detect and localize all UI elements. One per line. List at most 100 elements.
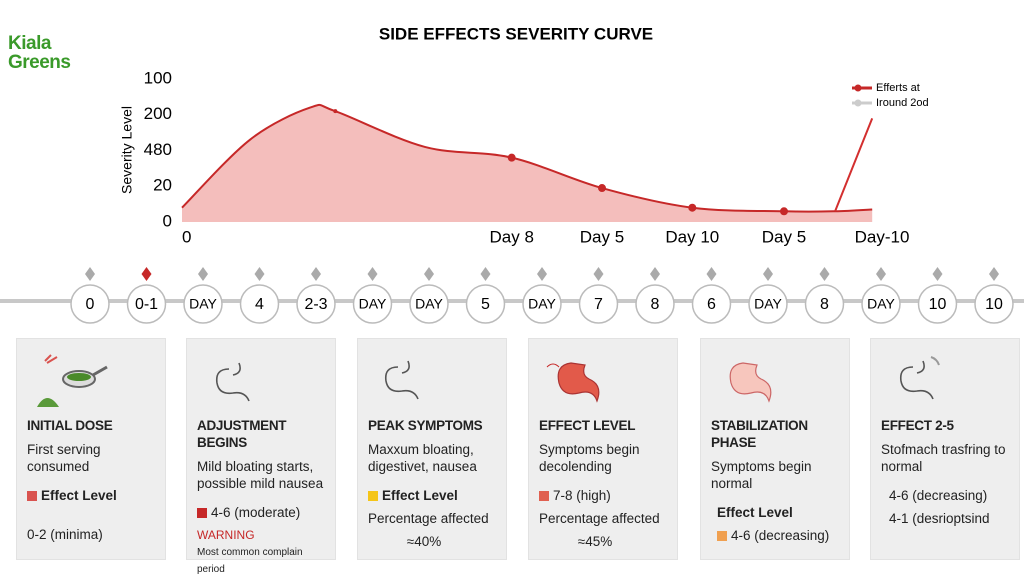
icon [546,362,600,403]
card-title: PEAK SYMPTOMS [368,418,483,433]
point [780,207,788,216]
card-line-text: Effect Level [382,488,458,503]
diamond [876,267,886,281]
point [598,184,606,193]
card-line-text: 4-6 (moderate) [211,505,301,520]
point [333,109,338,114]
timeline-node [748,284,788,324]
timeline-label: 0-1 [135,296,158,313]
point [688,203,697,212]
timeline-label: 10 [929,296,947,313]
x-tick-label: Day 8 [489,227,533,246]
timeline-node [296,284,336,324]
card-line: Effect Level [717,505,793,520]
timeline-node [183,284,223,324]
diamond [989,267,999,281]
y-tick-label: 100 [144,68,172,87]
timeline-label: 0 [86,296,95,313]
diamond [706,267,717,281]
timeline-node [70,284,110,324]
card-line-text: Effect Level [41,488,117,503]
card: PEAK SYMPTOMS Maxxum bloating, digestive… [357,338,507,560]
timeline-node [409,284,449,324]
diamond [593,267,604,281]
card-line: 0-2 (minima) [27,527,103,542]
diamond [480,267,491,281]
timeline-node [126,284,167,324]
x-tick-label: 0 [182,227,191,246]
card-line: Effect Level [368,487,500,504]
legend-label: Efferts at [876,82,920,94]
diamond [763,267,773,281]
card: INITIAL DOSE First serving consumed Effe… [16,338,166,560]
icon [37,354,108,407]
diamond [537,267,547,281]
brand-line: Kiala [8,33,51,54]
x-tick-label: Day 5 [580,227,624,246]
x-tick-label: Day-10 [855,227,910,246]
timeline-node [974,284,1014,324]
timeline-node [465,284,506,324]
card-text: Maxxum bloating, digestivet, nausea [368,442,477,474]
card-line: Percentage affected [539,511,660,526]
timeline-label: DAY [754,296,782,312]
legend-dot [854,99,862,107]
icon [384,360,419,400]
card-line: Most common complain period [197,547,303,575]
timeline-node [804,284,845,324]
timeline-node [861,284,901,324]
timeline-label: DAY [415,296,443,312]
legend-dot [854,84,862,92]
timeline-label: 2-3 [304,296,327,313]
legend-label: Iround 2od [876,97,929,109]
card: STABILIZATION PHASE Symptoms begin norma… [700,338,850,560]
card-line: 7-8 (high) [539,487,671,504]
chart: SIDE EFFECTS SEVERITY CURVE Severity Lev… [0,24,1024,324]
x-tick-label: Day 5 [762,227,806,246]
timeline-label: 8 [651,296,660,313]
timeline-label: 8 [820,296,829,313]
timeline-label: 6 [707,296,716,313]
timeline-label: DAY [867,296,895,312]
timeline-label: DAY [528,296,556,312]
card-line: ≈45% [577,534,613,549]
card-line: WARNING [197,528,255,542]
diamond [141,267,152,281]
timeline-label: 5 [481,296,490,313]
card-line: Effect Level [27,487,159,504]
swatch [717,531,727,541]
line [834,117,874,212]
timeline-label: DAY [359,296,387,312]
swatch [197,508,207,518]
card-text: First serving consumed [27,442,101,474]
card: ADJUSTMENT BEGINS Mild bloating starts, … [186,338,336,575]
card-text: Stofmach trasfring to normal [881,442,1006,474]
card-title: EFFECT LEVEL [539,418,636,433]
diamond [85,267,95,281]
swatch [27,491,37,501]
timeline-node [635,284,675,324]
timeline-node [578,284,619,324]
card-line-text: 4-6 (decreasing) [731,528,830,543]
x-tick-label: Day 10 [665,227,719,246]
icon [899,356,940,400]
point [507,153,516,162]
timeline-node [917,284,958,324]
card-line: Percentage affected [368,511,489,526]
icon [215,362,250,402]
card-line: 4-6 (decreasing) [889,488,988,503]
diamond [650,267,660,281]
card-title: INITIAL DOSE [27,418,113,433]
card-line-text: 7-8 (high) [553,488,611,503]
diamond [311,267,321,281]
timeline-node [352,284,393,324]
diamond [424,267,434,281]
card: EFFECT LEVEL Symptoms begin decolending … [528,338,678,560]
y-tick-label: 20 [153,176,172,195]
card-line: 4-6 (moderate) [197,504,329,521]
brand: Kiala Greens [8,33,71,72]
card-title: ADJUSTMENT BEGINS [197,418,287,450]
y-tick-label: 480 [144,140,172,159]
y-tick-label: 0 [163,211,172,230]
